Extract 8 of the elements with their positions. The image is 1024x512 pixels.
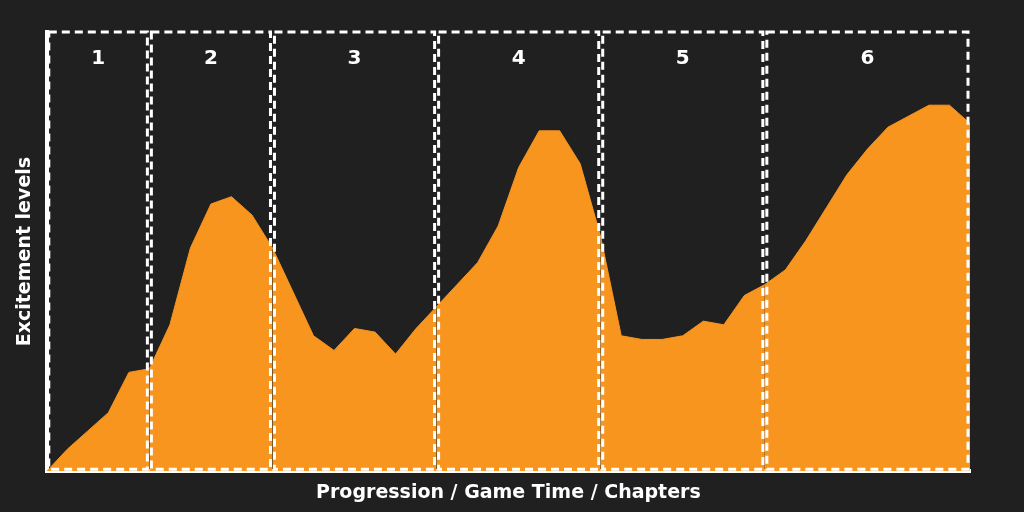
y-axis-title: Excitement levels bbox=[12, 156, 35, 347]
text: 2 bbox=[203, 45, 218, 70]
text: 5 bbox=[675, 45, 690, 70]
text: 3 bbox=[347, 45, 362, 70]
x-axis-title: Progression / Game Time / Chapters bbox=[316, 479, 701, 502]
text: 1 bbox=[91, 45, 106, 70]
text: 4 bbox=[511, 45, 526, 70]
text: 6 bbox=[860, 45, 875, 70]
